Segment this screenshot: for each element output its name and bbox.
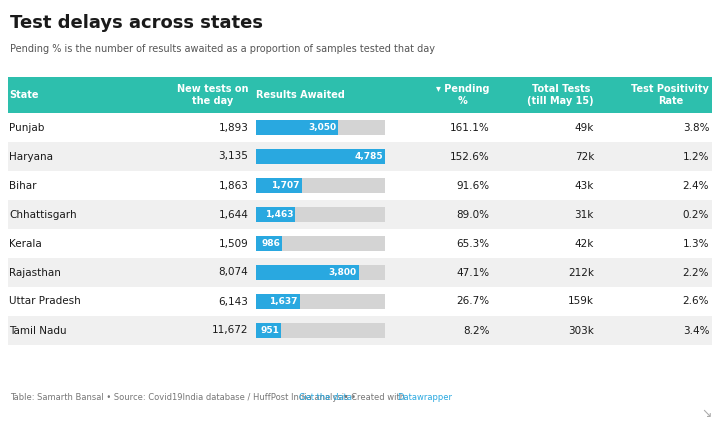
Text: 1.2%: 1.2% [683,151,709,162]
Text: Test Positivity
Rate: Test Positivity Rate [631,84,709,106]
Text: 0.2%: 0.2% [683,210,709,219]
Text: 91.6%: 91.6% [456,181,490,190]
Text: 4,785: 4,785 [354,152,383,161]
Text: 3.8%: 3.8% [683,122,709,133]
Text: 3,135: 3,135 [219,151,248,162]
Text: Get the data: Get the data [299,393,351,402]
Text: Table: Samarth Bansal • Source: Covid19India database / HuffPost India analysis : Table: Samarth Bansal • Source: Covid19I… [10,393,359,402]
Text: 3,050: 3,050 [308,123,336,132]
Text: 152.6%: 152.6% [450,151,490,162]
Text: 6,143: 6,143 [219,297,248,306]
Text: 1,463: 1,463 [265,210,293,219]
Text: Results Awaited: Results Awaited [256,90,344,100]
Text: 3.4%: 3.4% [683,326,709,335]
Bar [256,323,385,338]
Text: 2.4%: 2.4% [683,181,709,190]
Bar [8,229,712,258]
Text: 47.1%: 47.1% [456,267,490,278]
Bar [256,264,359,281]
Bar [8,142,712,171]
Text: 89.0%: 89.0% [456,210,490,219]
Text: 8,074: 8,074 [219,267,248,278]
Text: Kerala: Kerala [9,238,42,249]
Text: Pending % is the number of results awaited as a proportion of samples tested tha: Pending % is the number of results await… [10,44,435,54]
Text: 3,800: 3,800 [328,268,356,277]
Text: State: State [9,90,39,100]
Text: 1.3%: 1.3% [683,238,709,249]
Bar [8,316,712,345]
Bar [8,200,712,229]
Bar [8,77,712,113]
Bar [256,294,300,309]
Text: 2.6%: 2.6% [683,297,709,306]
Bar [256,178,385,193]
Text: Chhattisgarh: Chhattisgarh [9,210,77,219]
Bar [256,207,385,222]
Text: 26.7%: 26.7% [456,297,490,306]
Text: 31k: 31k [575,210,594,219]
Text: New tests on
the day: New tests on the day [177,84,248,106]
Bar [256,207,295,222]
Text: 65.3%: 65.3% [456,238,490,249]
Bar [256,294,385,309]
Text: 1,707: 1,707 [271,181,300,190]
Text: 72k: 72k [575,151,594,162]
Text: Punjab: Punjab [9,122,45,133]
Bar [256,264,385,281]
Text: Uttar Pradesh: Uttar Pradesh [9,297,81,306]
Text: Tamil Nadu: Tamil Nadu [9,326,67,335]
Text: 42k: 42k [575,238,594,249]
Text: 8.2%: 8.2% [463,326,490,335]
Text: 1,509: 1,509 [219,238,248,249]
Text: 11,672: 11,672 [212,326,248,335]
Text: 986: 986 [261,239,280,248]
Bar [256,119,338,136]
Text: 49k: 49k [575,122,594,133]
Bar [256,323,282,338]
Text: Total Tests
(till May 15): Total Tests (till May 15) [527,84,594,106]
Text: 2.2%: 2.2% [683,267,709,278]
Text: 1,637: 1,637 [269,297,298,306]
Text: 1,863: 1,863 [219,181,248,190]
Text: Haryana: Haryana [9,151,53,162]
Bar [256,235,282,252]
Bar [8,171,712,200]
Text: Bihar: Bihar [9,181,37,190]
Text: 161.1%: 161.1% [450,122,490,133]
Bar [256,119,385,136]
Text: 1,644: 1,644 [219,210,248,219]
Bar [8,113,712,142]
Bar [256,235,385,252]
Bar [8,258,712,287]
Bar [256,178,302,193]
Text: 159k: 159k [568,297,594,306]
Bar [8,287,712,316]
Text: 1,893: 1,893 [219,122,248,133]
Text: ▾ Pending
%: ▾ Pending % [436,84,490,106]
Text: Rajasthan: Rajasthan [9,267,61,278]
Text: ↘: ↘ [701,407,712,420]
Text: • Created with: • Created with [341,393,408,402]
Bar [256,148,385,164]
Text: 303k: 303k [568,326,594,335]
Text: 43k: 43k [575,181,594,190]
Text: Datawrapper: Datawrapper [397,393,452,402]
Text: 212k: 212k [568,267,594,278]
Bar [256,148,385,164]
Text: Test delays across states: Test delays across states [10,14,263,32]
Text: 951: 951 [261,326,279,335]
